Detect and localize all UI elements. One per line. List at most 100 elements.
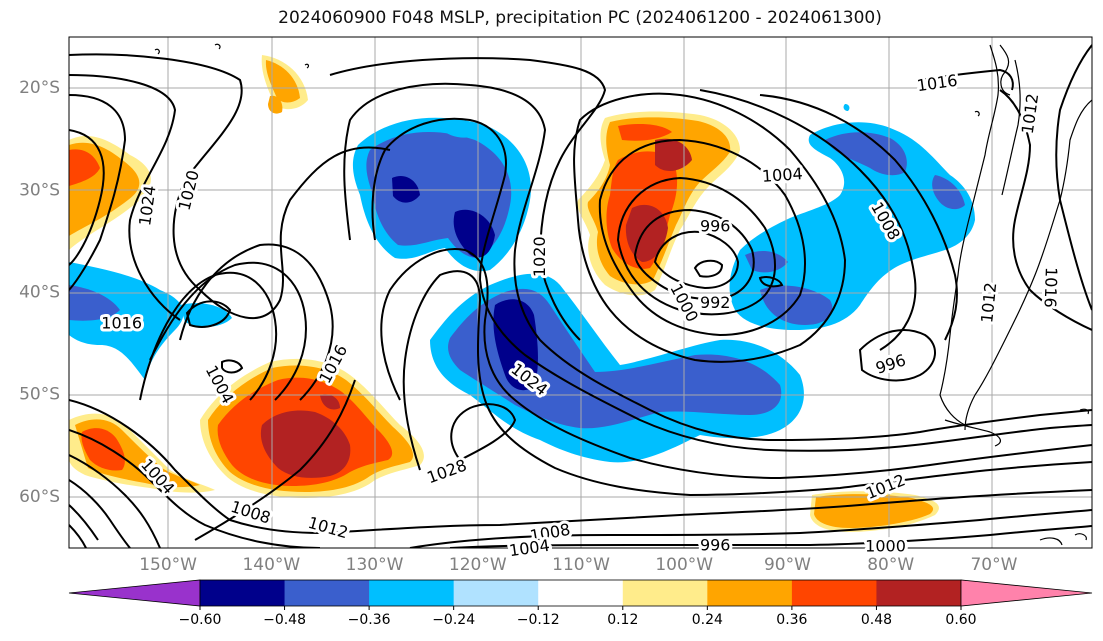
colorbar-tick-label: 0.12 bbox=[607, 612, 638, 628]
isobar bbox=[179, 243, 334, 401]
isobar bbox=[999, 89, 1092, 331]
island bbox=[304, 63, 310, 69]
colorbar-box bbox=[707, 580, 793, 606]
lat-tick-label: 50°S bbox=[19, 385, 60, 405]
contour-label: 1020 bbox=[530, 236, 549, 277]
isobar bbox=[759, 94, 958, 341]
precip-negative-region bbox=[745, 250, 788, 273]
isobar bbox=[573, 92, 847, 363]
precip-positive-region bbox=[260, 410, 351, 478]
precip-negative-region bbox=[760, 285, 833, 325]
contour-label: 1012 bbox=[977, 281, 1000, 323]
colorbar-tick-label: 0.48 bbox=[861, 612, 892, 628]
lon-tick-label: 90°W bbox=[764, 555, 811, 575]
isobar bbox=[69, 399, 1092, 535]
contour-label-halo: 1016 bbox=[101, 314, 142, 333]
precip-positive-region bbox=[814, 494, 934, 528]
contour-label-halo: 1020 bbox=[530, 236, 549, 277]
precip-negative-region bbox=[180, 303, 232, 327]
precip-positive-region bbox=[655, 138, 692, 172]
isobar bbox=[919, 68, 1014, 91]
colorbar: −0.60 −0.48 −0.36 −0.24 −0.12 0.12 0.24 0.36 0.4… bbox=[68, 579, 1093, 628]
lat-tick-label: 30°S bbox=[19, 180, 60, 200]
colorbar-box bbox=[453, 580, 539, 606]
colorbar-box bbox=[200, 580, 286, 606]
lat-tick-label: 60°S bbox=[19, 487, 60, 507]
map-panel bbox=[69, 37, 1092, 548]
isobar bbox=[69, 454, 161, 548]
south-america-detail bbox=[999, 44, 1011, 96]
isobar bbox=[371, 117, 1092, 452]
precip-negative-region bbox=[729, 122, 975, 330]
south-america-west-coast bbox=[939, 44, 1000, 426]
colorbar-box bbox=[791, 580, 877, 606]
lat-tick-label: 40°S bbox=[19, 283, 60, 303]
isobar bbox=[409, 509, 1092, 548]
andes-contour bbox=[1001, 59, 1021, 196]
contour-label-halo: 1016 bbox=[1041, 267, 1061, 308]
colorbar-tick-labels: −0.60 −0.48 −0.36 −0.24 −0.12 0.12 0.24 0.36 0.4… bbox=[179, 606, 977, 628]
island bbox=[154, 48, 160, 55]
figure-title: 2024060900 F048 MSLP, precipitation PC (… bbox=[278, 8, 882, 28]
isobar bbox=[758, 276, 784, 288]
colorbar-tick-label: −0.24 bbox=[432, 612, 475, 628]
isobar bbox=[1055, 44, 1092, 311]
isobar bbox=[69, 129, 105, 266]
island bbox=[1039, 537, 1063, 546]
isobar bbox=[139, 271, 278, 401]
isobar bbox=[449, 525, 1092, 548]
isobar bbox=[633, 208, 755, 300]
colorbar-box bbox=[622, 580, 708, 606]
colorbar-underflow-triangle bbox=[68, 579, 201, 607]
colorbar-box bbox=[538, 580, 624, 606]
precip-negative-region bbox=[493, 299, 538, 391]
longitude-labels: 150°W 140°W 130°W 120°W 110°W 100°W 90°W 80°W 70… bbox=[139, 555, 1017, 575]
lat-tick-label: 20°S bbox=[19, 78, 60, 98]
colorbar-tick-label: −0.48 bbox=[263, 612, 306, 628]
lon-tick-label: 120°W bbox=[449, 555, 507, 575]
lon-tick-label: 80°W bbox=[867, 555, 914, 575]
precip-positive-region bbox=[618, 124, 672, 141]
lon-tick-label: 70°W bbox=[970, 555, 1017, 575]
lon-tick-label: 100°W bbox=[655, 555, 713, 575]
lon-tick-label: 110°W bbox=[552, 555, 610, 575]
graticule bbox=[69, 37, 1092, 548]
colorbar-tick-label: 0.24 bbox=[692, 612, 723, 628]
colorbar-tick-label: −0.36 bbox=[348, 612, 391, 628]
colorbar-tick-label: −0.60 bbox=[179, 612, 222, 628]
isobar bbox=[450, 403, 517, 462]
colorbar-tick-label: 0.60 bbox=[945, 612, 976, 628]
isobar bbox=[380, 248, 1092, 480]
precip-negative-region bbox=[843, 104, 850, 111]
isobar bbox=[653, 230, 740, 290]
south-america-east-coast bbox=[964, 99, 1092, 431]
isobar bbox=[616, 176, 776, 316]
precip-positive-region bbox=[320, 394, 340, 410]
colorbar-box bbox=[369, 580, 455, 606]
isobar bbox=[149, 261, 307, 401]
mslp-contours bbox=[69, 44, 1092, 548]
colorbar-box bbox=[876, 580, 962, 606]
isobar bbox=[69, 94, 127, 291]
isobar bbox=[343, 82, 1092, 442]
contour-label: 1016 bbox=[101, 314, 142, 333]
precip-negative-region bbox=[440, 124, 478, 138]
colorbar-overflow-triangle bbox=[960, 579, 1093, 607]
isobar bbox=[699, 89, 917, 351]
precip-negative-region bbox=[932, 175, 965, 210]
isobar bbox=[221, 359, 244, 374]
island bbox=[214, 43, 221, 50]
isobar bbox=[69, 524, 87, 548]
contour-label-halo: 996 bbox=[700, 535, 731, 554]
lon-tick-label: 130°W bbox=[346, 555, 404, 575]
isobar bbox=[69, 479, 131, 548]
lon-tick-label: 140°W bbox=[242, 555, 300, 575]
tierra-del-fuego bbox=[944, 419, 1002, 447]
isobar bbox=[185, 300, 232, 328]
lon-tick-label: 150°W bbox=[139, 555, 197, 575]
colorbar-box bbox=[284, 580, 370, 606]
contour-label: 996 bbox=[700, 217, 731, 236]
isobar bbox=[858, 329, 936, 382]
coastline bbox=[154, 43, 1092, 546]
